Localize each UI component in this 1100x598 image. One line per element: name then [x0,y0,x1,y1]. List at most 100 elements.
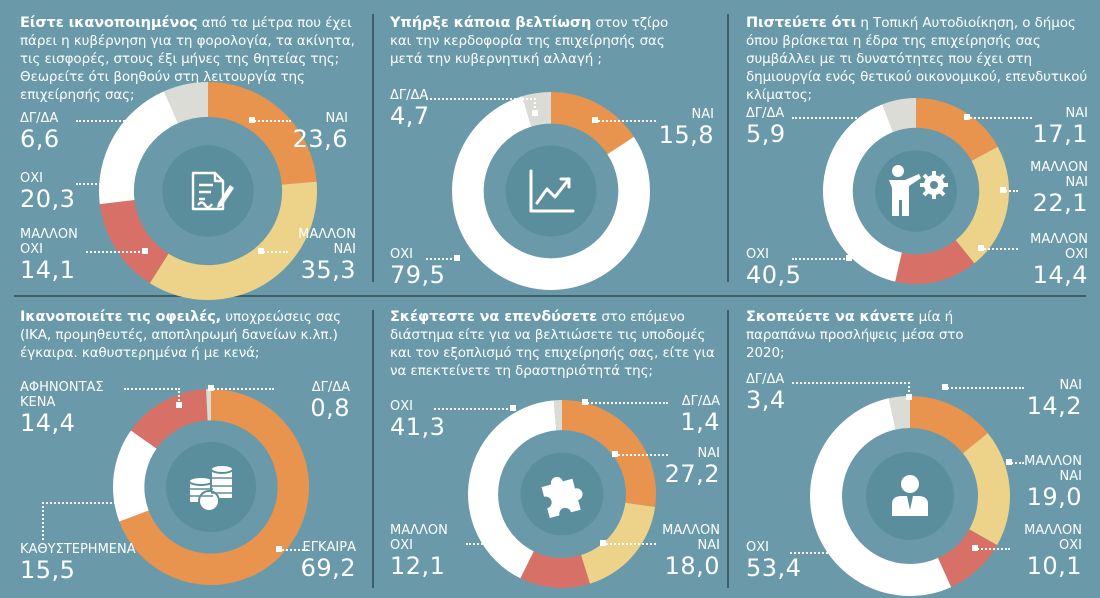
slice-οχι [467,400,557,579]
businessman-icon [892,475,928,516]
slice-μαλλον-οχι [937,529,998,588]
slice-εγκαιρα [119,389,310,585]
label-afinontas-kena: ΑΦΗΝΟΝΤΑΣ ΚΕΝΑ 14,4 [20,380,104,437]
leader-line [908,382,910,396]
leader-dot [1000,187,1006,193]
question-bold: Σκοπεύετε να κάνετε [746,309,915,325]
label-mallon-ochi: ΜΑΛΛΟΝ ΟΧΙ 14,1 [20,227,78,284]
question-bold: Υπήρξε κάποια βελτίωση [390,15,592,31]
leader-line [980,248,1018,250]
leader-line [42,502,120,504]
leader-line [602,543,656,545]
leader-dot [454,255,460,261]
horizontal-divider [14,295,1086,297]
leader-line [594,120,656,122]
slice-ναι [562,400,656,507]
label-mallon-ochi: ΜΑΛΛΟΝ ΟΧΙ 10,1 [1024,523,1082,580]
leader-dot [846,255,852,261]
leader-dot [208,385,214,391]
leader-line [426,98,536,100]
presenter-gear-icon [889,165,948,216]
leader-line [434,408,512,410]
label-ochi: ΟΧΙ 53,4 [746,540,802,582]
leader-line [790,552,856,554]
puzzle-piece-icon [541,476,583,518]
slice-καθυστερημενα [113,430,157,522]
vertical-divider [372,310,374,588]
label-nai: ΝΑΙ 17,1 [1032,106,1088,148]
leader-dot [582,399,588,405]
vertical-divider [727,14,729,282]
slice-δγ-δα [882,98,916,133]
leader-dot [118,499,124,505]
coins-icon [188,464,234,512]
vertical-divider [372,14,374,282]
leader-dot [532,110,538,116]
slice-μαλλον-οχι [895,240,975,284]
label-egkaira: ΕΓΚΑΙΡΑ 69,2 [300,540,356,582]
slice-δγ-δα [553,400,562,431]
vertical-divider [727,310,729,588]
leader-dot [249,117,255,123]
donut-chart [113,389,310,585]
chart-panel-1: Είστε ικανοποιημένος από τα μέτρα που έχ… [14,8,370,300]
label-mallon-nai: ΜΑΛΛΟΝ ΝΑΙ 35,3 [298,227,356,284]
leader-line [792,382,910,384]
label-mallon-nai: ΜΑΛΛΟΝ ΝΑΙ 18,0 [662,523,720,580]
question-rest: στον τζίρο και την κερδοφορία της επιχεί… [390,15,669,67]
label-ochi: ΟΧΙ 20,3 [20,171,76,213]
label-dgda: ΔΓ/ΔΑ 1,4 [680,394,720,436]
label-ochi: ΟΧΙ 79,5 [390,247,446,289]
label-dgda: ΔΓ/ΔΑ 3,4 [746,372,786,414]
label-nai: ΝΑΙ 27,2 [664,446,720,488]
question-rest: από τα μέτρα που έχει πάρει η κυβέρνηση … [20,15,355,103]
label-dgda: ΔΓ/ΔΑ 6,6 [20,111,60,153]
leader-line [1008,462,1024,464]
question-rest: στο επόμενο διάστημα είτε για να βελτιώσ… [390,309,715,379]
leader-line [178,388,180,404]
rising-chart-icon [529,169,575,213]
leader-line [792,117,876,119]
slice-μαλλον-οχι [99,199,169,284]
leader-dot [874,114,880,120]
leader-dot [978,245,984,251]
leader-line [966,117,1032,119]
question-text: Πιστεύετε ότι η Τοπική Αυτοδιοίκηση, ο δ… [746,14,1090,104]
label-kathysterimena: ΚΑΘΥΣΤΕΡΗΜΕΝΑ 15,5 [20,542,136,584]
leader-line [426,258,456,260]
leader-line [974,548,1010,550]
leader-dot [162,117,168,123]
slice-δγ-δα [888,396,910,430]
leader-dot [504,540,510,546]
slice-δγ-δα [206,389,211,421]
slice-οχι [823,104,902,282]
leader-dot [592,117,598,123]
leader-dot [142,248,148,254]
question-bold: Ικανοποιείτε τις οφειλές, [20,309,222,325]
donut-chart [98,82,317,300]
label-mallon-nai: ΜΑΛΛΟΝ ΝΑΙ 19,0 [1024,454,1082,511]
slice-ναι [551,92,634,155]
slice-οχι [452,96,650,290]
leader-dot [510,405,516,411]
label-nai: ΝΑΙ 15,8 [658,107,714,149]
slice-ναι [916,98,998,161]
leader-line [534,98,536,112]
slice-μαλλον-οχι [520,551,590,588]
question-rest: μία ή παραπάνω προσλήψεις μέσα στο 2020; [746,309,964,361]
slice-αφηνοντας-κενα [130,389,208,449]
question-bold: Είστε ικανοποιημένος [20,15,198,31]
slice-οχι [98,91,179,205]
label-dgda: ΔΓ/ΔΑ 4,7 [390,88,430,130]
question-text: Ικανοποιείτε τις οφειλές, υποχρεώσεις σα… [20,308,346,362]
leader-line [944,387,1024,389]
slice-μαλλον-ναι [149,181,317,300]
leader-line [76,183,112,185]
chart-panel-4: Ικανοποιείτε τις οφειλές, υποχρεώσεις σα… [14,302,370,592]
leader-line [614,454,668,456]
chart-panel-3: Πιστεύετε ότι η Τοπική Αυτοδιοίκηση, ο δ… [740,8,1096,298]
slice-μαλλον-ναι [962,433,1010,546]
leader-line [124,388,180,390]
label-nai: ΝΑΙ 23,6 [292,111,348,153]
leader-dot [1006,459,1012,465]
